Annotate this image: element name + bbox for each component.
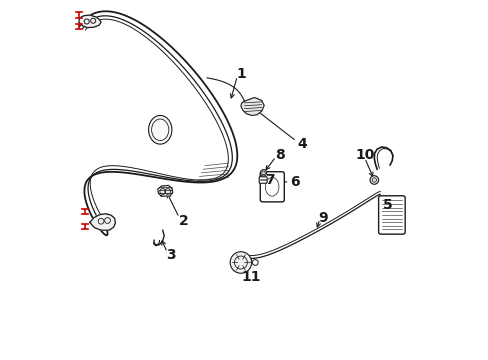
Polygon shape bbox=[158, 185, 172, 196]
Text: 6: 6 bbox=[289, 175, 299, 189]
Text: 3: 3 bbox=[166, 248, 176, 262]
Text: 10: 10 bbox=[354, 148, 373, 162]
FancyBboxPatch shape bbox=[378, 196, 405, 234]
Text: 9: 9 bbox=[318, 211, 327, 225]
Text: 4: 4 bbox=[296, 137, 306, 151]
Polygon shape bbox=[241, 98, 264, 116]
Polygon shape bbox=[79, 15, 101, 28]
Text: 8: 8 bbox=[275, 148, 285, 162]
FancyBboxPatch shape bbox=[259, 177, 266, 183]
Circle shape bbox=[230, 252, 251, 273]
Polygon shape bbox=[89, 214, 115, 230]
Text: 2: 2 bbox=[178, 214, 188, 228]
Text: 1: 1 bbox=[236, 67, 245, 81]
Text: 5: 5 bbox=[382, 198, 392, 212]
FancyBboxPatch shape bbox=[260, 172, 284, 202]
Circle shape bbox=[260, 170, 266, 176]
Circle shape bbox=[369, 176, 378, 184]
Ellipse shape bbox=[148, 116, 171, 144]
Text: 7: 7 bbox=[264, 173, 274, 187]
Text: 11: 11 bbox=[242, 270, 261, 284]
